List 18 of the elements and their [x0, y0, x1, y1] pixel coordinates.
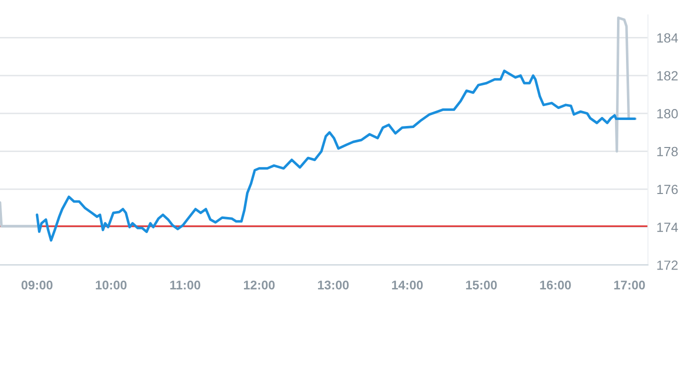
x-tick-label: 11:00	[170, 280, 200, 290]
y-tick-label: 178	[657, 146, 678, 156]
line-series	[36, 70, 636, 242]
y-tick-label: 176	[657, 184, 678, 194]
x-tick-label: 14:00	[392, 280, 423, 290]
y-tick-label: 182	[657, 71, 678, 80]
x-tick-label: 10:00	[96, 280, 127, 290]
y-tick-label: 184	[657, 33, 678, 43]
y-tick-label: 174	[657, 222, 678, 232]
line-series	[614, 16, 637, 153]
y-tick-label: 172	[657, 260, 678, 270]
y-tick-label: 180	[657, 109, 678, 118]
x-tick-label: 12:00	[244, 280, 275, 290]
x-tick-label: 16:00	[540, 280, 571, 290]
x-tick-label: 09:00	[22, 280, 52, 290]
x-tick-label: 15:00	[466, 280, 497, 290]
x-tick-label: 17:00	[614, 280, 645, 290]
x-tick-label: 13:00	[318, 280, 349, 290]
